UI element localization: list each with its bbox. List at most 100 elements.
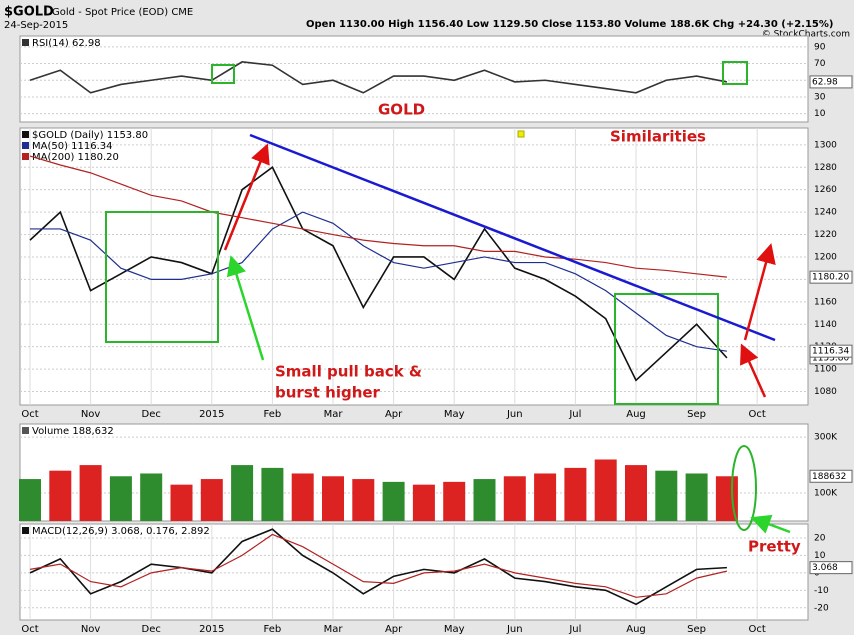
value-tag [809, 270, 853, 284]
quote: Open 1130.00 High 1156.40 Low 1129.50 Cl… [306, 19, 833, 30]
y-tick-label: 1280 [814, 163, 837, 173]
legend-swatch [22, 131, 29, 138]
line [29, 61, 728, 94]
y-tick-label: 1300 [814, 140, 837, 150]
x-tick-label: Oct [21, 409, 38, 420]
y-tick-label: 1080 [814, 387, 837, 397]
x-tick-label: Apr [385, 624, 403, 635]
credit: © StockCharts.com [762, 30, 850, 40]
subtitle: Gold - Spot Price (EOD) CME [52, 7, 193, 18]
boxes [105, 61, 757, 531]
x-tick-label: May [444, 624, 465, 635]
legend-label: Volume 188,632 [32, 426, 114, 437]
value-tag-label: 1153.80 [812, 353, 849, 363]
x-tick-label: Oct [749, 409, 766, 420]
line [29, 528, 727, 606]
x-tick-label: Sep [687, 409, 706, 420]
x-tick-label: Aug [626, 409, 646, 420]
value-tag [809, 344, 853, 358]
value-tag-label: 188632 [812, 472, 846, 482]
line [29, 533, 728, 598]
line [29, 166, 728, 382]
value-tag [809, 469, 853, 483]
x-tick-label: 2015 [199, 409, 224, 420]
bar [109, 476, 132, 521]
bar [412, 484, 435, 521]
y-tick-label: 10 [814, 551, 826, 561]
annotations: GOLD Similarities Small pull back & burs… [105, 61, 801, 556]
line [29, 155, 727, 278]
x-tick-label: Mar [324, 624, 344, 635]
bar [322, 476, 344, 521]
x-tick-label: Dec [142, 624, 161, 635]
bar [594, 459, 617, 521]
bar [261, 467, 284, 521]
bar [655, 470, 678, 521]
marker [517, 130, 525, 138]
bar [170, 484, 193, 521]
bar [231, 465, 254, 521]
trendline [249, 133, 776, 342]
value-tag-label: 3.068 [812, 563, 838, 573]
symbol: $GOLD [4, 5, 54, 20]
y-tick-label: 1200 [814, 252, 837, 262]
x-tick-label: Jul [568, 409, 581, 420]
bar [443, 481, 466, 521]
x-tick-label: Dec [142, 409, 161, 420]
y-tick-label: 30 [814, 92, 826, 102]
y-tick-label: 1260 [814, 185, 837, 195]
legend-swatch [22, 153, 29, 160]
x-tick-label: Apr [385, 409, 403, 420]
x-tick-label: Nov [81, 409, 101, 420]
bar [200, 479, 223, 521]
panels: 1030507090RSI(14) 62.9862.98108011001120… [19, 35, 853, 635]
bar [140, 473, 163, 521]
x-tick-label: Oct [21, 624, 38, 635]
arrows [223, 143, 776, 398]
x-tick-label: Mar [324, 409, 344, 420]
y-tick-label: -10 [814, 586, 829, 596]
bar [352, 479, 375, 521]
x-tick-label: Jun [506, 624, 523, 635]
legend-label: RSI(14) 62.98 [32, 38, 101, 49]
legend-swatch [22, 39, 29, 46]
x-tick-label: Oct [749, 624, 766, 635]
annotation: burst higher [275, 384, 381, 402]
legend-label: MACD(12,26,9) 3.068, 0.176, 2.892 [32, 526, 210, 537]
y-tick-label: 100K [814, 489, 838, 499]
bar [382, 481, 405, 521]
bar [625, 465, 647, 521]
x-tick-label: Aug [626, 624, 646, 635]
y-tick-label: 1240 [814, 208, 837, 218]
legend-swatch [22, 427, 29, 434]
legend-label: MA(200) 1180.20 [32, 152, 119, 163]
annotation: Small pull back & [275, 363, 422, 381]
value-tag-label: 1180.20 [812, 273, 849, 283]
bar [534, 473, 557, 521]
x-tick-label: Feb [264, 409, 282, 420]
x-tick-label: Feb [264, 624, 282, 635]
y-tick-label: 1220 [814, 230, 837, 240]
bar [49, 470, 72, 521]
x-tick-label: Nov [81, 624, 101, 635]
date: 24-Sep-2015 [4, 20, 68, 31]
annotation: Pretty [748, 538, 801, 556]
y-tick-label: 1140 [814, 320, 837, 330]
x-tick-label: Jul [568, 624, 581, 635]
bar [79, 465, 102, 521]
y-tick-label: 90 [814, 42, 826, 52]
annotation: GOLD [378, 101, 425, 119]
value-tag-label: 1116.34 [812, 347, 849, 357]
legend-label: $GOLD (Daily) 1153.80 [32, 130, 148, 141]
bar [503, 476, 526, 521]
bar [19, 479, 41, 521]
legend-swatch [22, 527, 29, 534]
bar [291, 473, 314, 521]
arrows [226, 255, 791, 534]
line [30, 211, 727, 352]
y-tick-label: 1160 [814, 297, 837, 307]
x-tick-label: 2015 [199, 624, 224, 635]
value-tag [809, 561, 853, 575]
legend-label: MA(50) 1116.34 [32, 141, 113, 152]
